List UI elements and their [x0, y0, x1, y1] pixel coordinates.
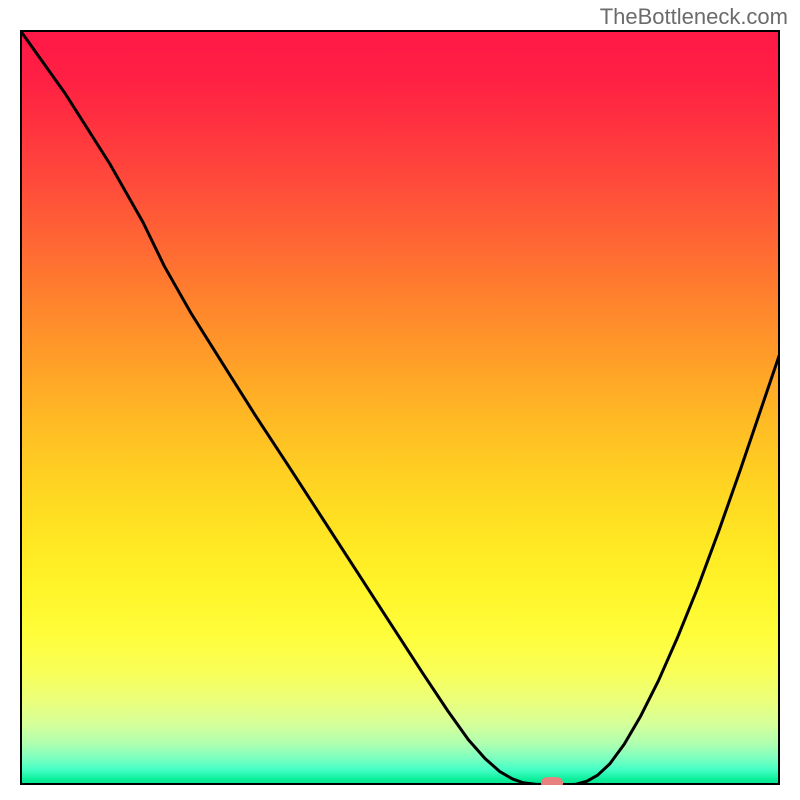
- chart-svg: [20, 30, 780, 785]
- optimal-marker: [541, 777, 563, 785]
- watermark-text: TheBottleneck.com: [600, 4, 788, 30]
- plot-area: [20, 30, 780, 785]
- plot-border: [20, 30, 780, 785]
- bottleneck-curve: [20, 30, 780, 785]
